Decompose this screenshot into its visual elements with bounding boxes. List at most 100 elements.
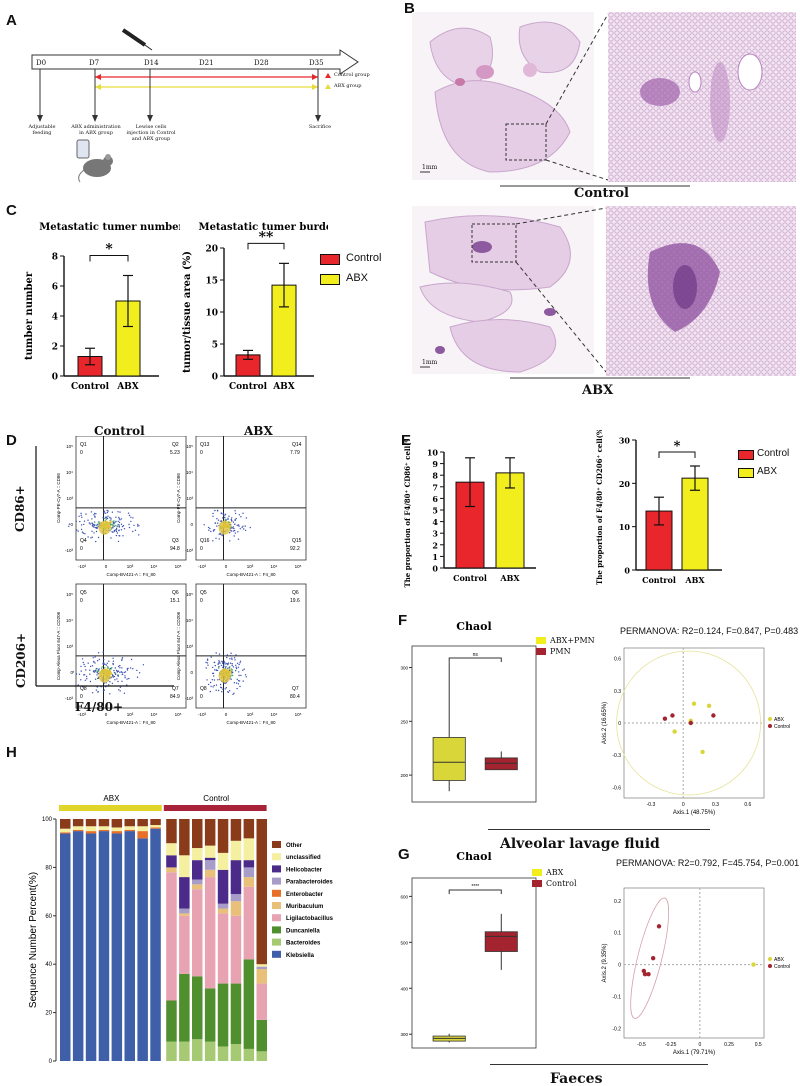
event-dot [120,518,123,520]
event-dot [94,656,96,658]
x-tick-label: -10³ [78,564,87,569]
event-dot [103,512,105,514]
chart-cd206-proportion: 0 10 20 30 The proportion of F4/80⁺ CD206⁺ c… [595,430,722,585]
col-title-control: Control [94,424,145,438]
y-tick-label: 10⁵ [66,444,73,449]
event-dot [128,523,130,526]
legend-text: PMN [550,647,571,656]
event-dot [223,682,226,684]
stack-segment-muribaculum [166,867,177,873]
confidence-ellipse [616,650,762,796]
significance-mark: ns [473,652,479,658]
event-dot [97,670,100,672]
event-dot [83,523,85,526]
quadrant-name: Q13 [200,442,210,448]
event-dot [227,691,229,693]
event-dot [121,658,123,660]
legend-swatch [272,950,281,958]
x-tick-label: 0 [682,802,685,808]
event-dot [119,535,121,537]
event-dot [242,669,244,671]
event-dot [96,525,98,527]
legend-dot [768,964,772,968]
histology-images [412,12,796,379]
point-control [711,713,716,718]
quadrant-value: 94.8 [170,546,180,552]
stack-segment-unclassified [137,826,148,832]
day-label: D35 [309,59,324,67]
y-tick-label: 6 [432,494,438,504]
y-tick-label: 400 [400,986,408,991]
event-dot [109,693,111,695]
event-dot [228,666,230,669]
event-dot [244,674,247,676]
event-dot [118,518,121,520]
event-dot [103,517,106,520]
event-dot [112,520,114,523]
stack-segment-parabacteroides [179,908,190,914]
event-dot [113,522,116,524]
event-dot [68,525,70,527]
stack-segment-other [72,819,84,827]
event-dot [212,672,215,674]
event-dot [238,514,241,516]
event-dot [237,680,240,682]
event-dot [112,663,114,666]
event-dot [214,664,216,667]
event-dot [235,654,237,656]
event-dot [116,678,118,680]
y-tick-label: 6 [52,283,58,293]
event-dot [237,524,240,526]
legend-text: Klebsiella [286,953,315,959]
event-dot [230,675,232,677]
point-abx [700,749,705,755]
x-axis-label: Axis.1 (79.71%) [673,1050,715,1056]
quadrant-name: Q7 [292,686,299,692]
legend-text: Ligilactobacillus [286,916,334,922]
event-dot [115,669,118,672]
event-dot [207,526,210,529]
chart-tumor-number: Metastatic tumer number 0 2 4 6 8 tumber numbe… [24,222,180,392]
quadrant-name: Q15 [292,538,302,544]
event-dot [217,519,220,521]
event-dot [80,670,82,672]
event-dot [110,537,112,539]
event-dot [80,512,82,514]
note-lewis: Lewise cells injection in Control and AB… [126,124,176,142]
stack-segment-duncaniella [256,1019,267,1052]
x-tick-label: -10³ [198,712,207,717]
stack-segment-unclassified [243,838,255,861]
quadrant-value: 0 [200,450,203,456]
event-dot [93,532,95,534]
event-dot [220,687,223,689]
chart-pcoa-balf: -0.3 0 0.3 0.6 -0.6 -0.3 0 0.3 0.6 Axis.1 (48.75%… [602,647,790,816]
legend-swatch [738,450,754,460]
legend-text: Helicobacter [286,867,323,873]
event-dot [205,661,207,664]
y-tick-label: 0 [618,721,621,727]
event-dot [207,664,209,666]
panel-e-label: E [401,432,412,449]
event-dot [210,656,212,658]
permanova-stat: PERMANOVA: R2=0.792, F=45.754, P=0.001 [616,858,800,868]
event-dot [94,512,96,515]
quadrant-value: 84.9 [170,694,180,700]
stack-segment-unclassified [166,843,177,856]
event-dot [220,664,223,667]
event-dot [231,673,233,675]
y-tick-label: 60 [45,914,52,920]
legend-swatch [272,902,281,909]
x-tick-label: Control [453,573,487,583]
event-dot [230,652,232,654]
x-tick-label: 10⁴ [271,712,278,717]
stack-segment-other [98,819,110,827]
stack-segment-unclassified [111,827,123,832]
group-label-abx: ABX [582,383,614,398]
event-dot [115,516,117,518]
y-tick-label: 8 [52,253,58,263]
y-tick-label: 250 [400,719,408,724]
event-dot [224,666,227,668]
event-dot [112,522,115,524]
event-dot [244,525,246,527]
event-dot [232,527,234,529]
